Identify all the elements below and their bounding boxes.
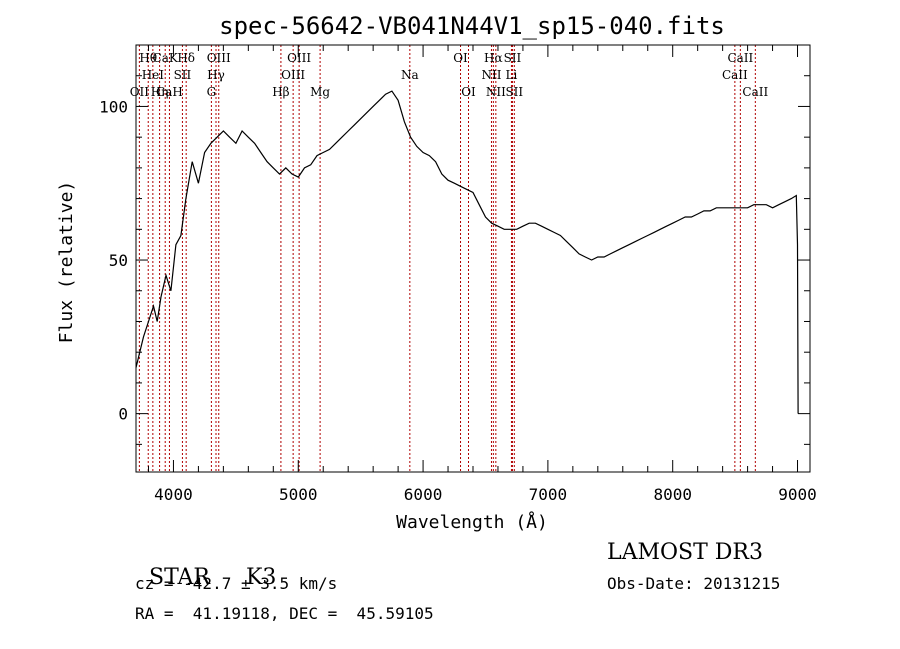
- line-marker-label: OII: [130, 85, 150, 99]
- line-marker-label: Na: [401, 68, 419, 82]
- x-axis-ticks: 4000 5000 6000 7000 8000 9000: [147, 45, 817, 504]
- x-tick-label: 6000: [404, 485, 443, 504]
- line-marker-label: Hγ: [207, 68, 225, 82]
- line-marker-label: CaII: [727, 51, 753, 65]
- line-marker-label: OIII: [207, 51, 231, 65]
- line-marker-label: CaII: [722, 68, 748, 82]
- line-marker-label: Hδ: [177, 51, 195, 65]
- x-tick-label: 9000: [778, 485, 817, 504]
- line-marker-label: Hθ: [139, 51, 157, 65]
- line-marker-label: SII: [174, 68, 192, 82]
- obs-date-line: Obs-Date: 20131215: [607, 574, 781, 593]
- line-marker-label: Mg: [310, 85, 330, 99]
- x-tick-label: 8000: [653, 485, 692, 504]
- redshift-line: cz = -42.7 ± 3.5 km/s: [135, 574, 338, 593]
- y-tick-label: 50: [109, 251, 128, 270]
- line-marker-label: OIII: [281, 68, 305, 82]
- spectrum-line: [135, 90, 799, 414]
- y-tick-label: 100: [99, 97, 128, 116]
- line-marker-label: OIII: [287, 51, 311, 65]
- y-tick-label: 0: [118, 405, 128, 424]
- line-marker-label: Hα: [484, 51, 503, 65]
- line-marker-label: HeI: [142, 68, 165, 82]
- line-marker-label: SII: [505, 85, 523, 99]
- y-axis-label: Flux (relative): [56, 181, 77, 344]
- line-marker-label: CaH: [156, 85, 183, 99]
- x-tick-label: 4000: [154, 485, 193, 504]
- class-label: STAR: [149, 565, 210, 590]
- line-marker-label: Hβ: [272, 85, 289, 99]
- line-marker-label: CaII: [742, 85, 768, 99]
- line-marker-label: Li: [506, 68, 518, 82]
- plot-frame: [135, 44, 811, 473]
- coordinates-line: RA = 41.19118, DEC = 45.59105: [135, 604, 434, 623]
- object-class: STAR K3: [135, 540, 276, 590]
- line-marker-label: Hη: [151, 85, 169, 99]
- y-axis-ticks: 0 50 100: [99, 75, 810, 445]
- survey-label: LAMOST DR3: [607, 540, 763, 565]
- x-tick-label: 5000: [279, 485, 318, 504]
- subclass-label: K3: [246, 565, 277, 590]
- x-tick-label: 7000: [529, 485, 568, 504]
- line-marker-label: NII: [481, 68, 501, 82]
- line-marker-labels: OII Hθ HeI Hη CaK CaH SII Hδ G Hγ OIII Hβ OIII OIII Mg…: [130, 51, 769, 99]
- line-marker-label: NII: [486, 85, 506, 99]
- line-marker-label: OI: [461, 85, 476, 99]
- line-marker-label: SII: [504, 51, 522, 65]
- chart-title: spec-56642-VB041N44V1_sp15-040.fits: [219, 12, 725, 40]
- x-axis-label: Wavelength (Å): [396, 511, 548, 533]
- line-markers: [138, 45, 756, 472]
- line-marker-label: CaK: [153, 51, 179, 65]
- line-marker-label: OI: [453, 51, 468, 65]
- line-marker-label: G: [207, 85, 217, 99]
